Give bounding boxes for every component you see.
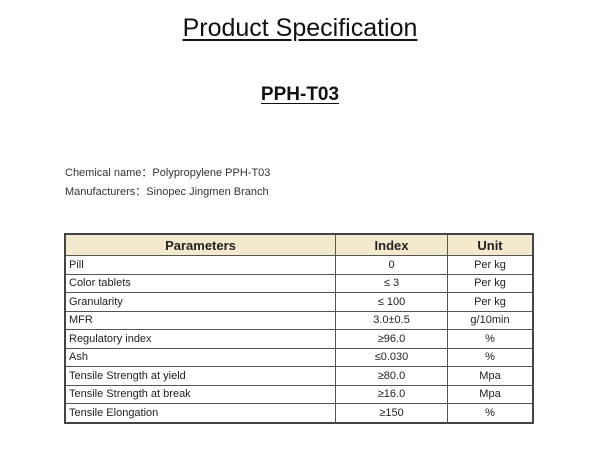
unit-cell: Per kg [447, 255, 534, 275]
index-cell: ≥16.0 [335, 384, 448, 404]
parameter-cell: Tensile Elongation [64, 403, 336, 423]
table-row: Ash ≤0.030% [64, 347, 534, 367]
parameter-cell: Pill [64, 255, 336, 275]
table-row: Regulatory index ≥96.0% [64, 329, 534, 349]
parameter-cell: Regulatory index [64, 329, 336, 349]
parameter-cell: Granularity [64, 292, 336, 312]
parameter-cell: Color tablets [64, 273, 336, 293]
table-row: Tensile Strength at break ≥16.0 Mpa [64, 384, 534, 404]
header-index: Index [335, 233, 448, 256]
parameter-cell: Ash [64, 347, 336, 367]
unit-cell: Mpa [447, 366, 534, 386]
table-row: Tensile Strength at yield ≥80.0 Mpa [64, 366, 534, 386]
product-code: PPH-T03 [260, 84, 340, 105]
manufacturers: Manufacturers：Sinopec Jingmen Branch [65, 186, 269, 198]
index-cell: ≤ 3 [335, 273, 448, 293]
table-row: Tensile Elongation ≥150% [64, 403, 534, 423]
parameter-cell: Tensile Strength at break [64, 384, 336, 404]
unit-cell: % [447, 329, 534, 349]
unit-cell: % [447, 403, 534, 423]
page-title: Product Specification [182, 14, 418, 42]
index-cell: ≤ 100 [335, 292, 448, 312]
index-cell: 0 [335, 255, 448, 275]
index-cell: 3.0±0.5 [335, 310, 448, 330]
table-row: Color tablets ≤ 3 Per kg [64, 273, 534, 293]
table-row: MFR 3.0±0.5 g/10min [64, 310, 534, 330]
unit-cell: Mpa [447, 384, 534, 404]
index-cell: ≤0.030 [335, 347, 448, 367]
index-cell: ≥96.0 [335, 329, 448, 349]
parameter-cell: MFR [64, 310, 336, 330]
header-unit: Unit [447, 233, 534, 256]
unit-cell: Per kg [447, 273, 534, 293]
unit-cell: g/10min [447, 310, 534, 330]
parameter-cell: Tensile Strength at yield [64, 366, 336, 386]
table-row: Pill 0 Per kg [64, 255, 534, 275]
chemical-name: Chemical name：Polypropylene PPH-T03 [65, 167, 271, 179]
header-parameters: Parameters [64, 233, 336, 256]
unit-cell: Per kg [447, 292, 534, 312]
index-cell: ≥80.0 [335, 366, 448, 386]
spec-table: Parameters Index Unit Pill 0 Per kg Color t… [64, 233, 534, 424]
index-cell: ≥150 [335, 403, 448, 423]
unit-cell: % [447, 347, 534, 367]
table-row: Granularity ≤ 100 Per kg [64, 292, 534, 312]
